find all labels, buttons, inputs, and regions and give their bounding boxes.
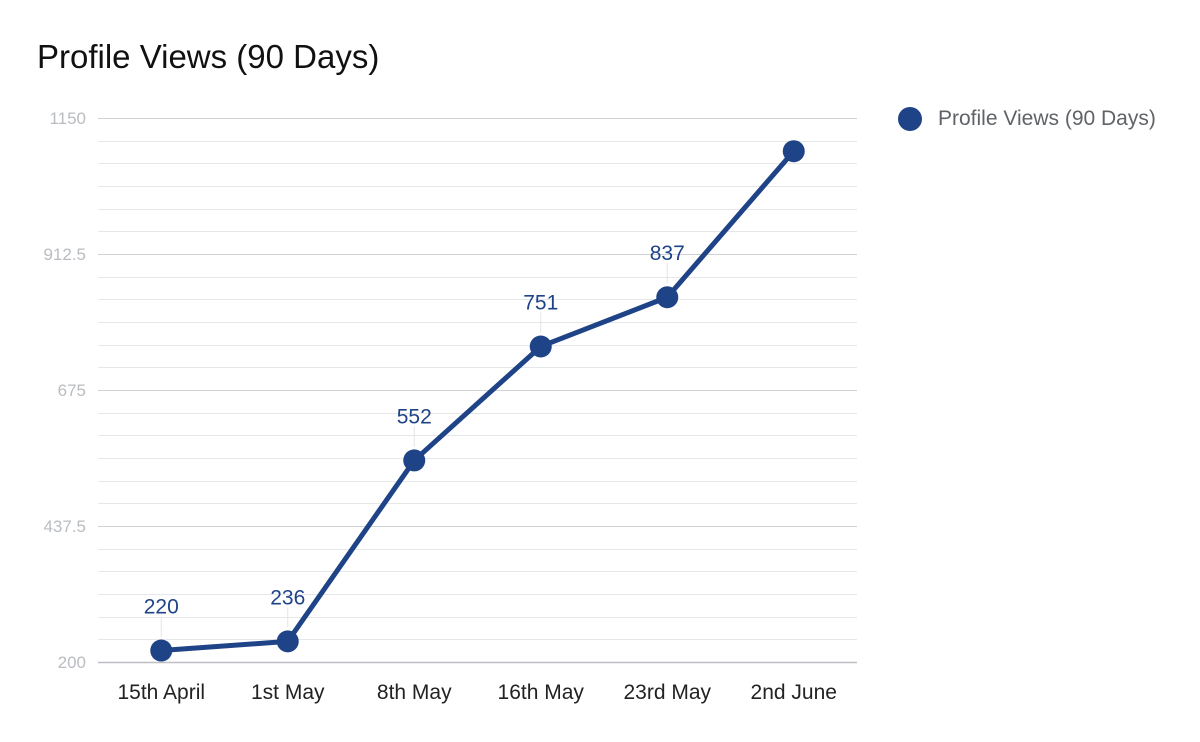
series-line (158, 148, 797, 654)
x-tick-label: 15th April (117, 681, 205, 704)
y-tick-label: 1150 (49, 109, 86, 128)
x-tick-label: 1st May (251, 681, 325, 704)
grid-lines (98, 118, 857, 664)
data-point (276, 630, 299, 653)
data-label: 236 (270, 586, 305, 609)
y-tick-label: 675 (58, 381, 86, 400)
legend-swatch (898, 107, 922, 131)
y-tick-label: 200 (58, 653, 86, 672)
data-label: 220 (144, 596, 179, 619)
x-tick-label: 2nd June (751, 681, 837, 704)
y-axis: 200 437.5 675 912.5 1150 (43, 109, 86, 672)
data-label: 552 (397, 405, 432, 428)
data-point (529, 335, 552, 358)
data-point (150, 639, 173, 662)
data-point (403, 449, 426, 472)
x-tick-label: 16th May (498, 681, 585, 704)
series-profile-views (150, 140, 805, 662)
x-axis: 15th April 1st May 8th May 16th May 23rd May… (117, 681, 836, 704)
x-tick-label: 8th May (377, 681, 452, 704)
legend-label: Profile Views (90 Days) (938, 107, 1156, 130)
data-label: 751 (523, 291, 558, 314)
chart-title: Profile Views (90 Days) (37, 38, 380, 75)
data-point (782, 140, 805, 163)
data-label: 837 (650, 242, 685, 265)
y-tick-label: 912.5 (43, 245, 86, 264)
y-tick-label: 437.5 (43, 517, 86, 536)
legend: Profile Views (90 Days) (898, 107, 1156, 131)
x-tick-label: 23rd May (623, 681, 711, 704)
data-point (656, 286, 679, 309)
data-labels: 220 236 552 751 837 (144, 242, 685, 637)
